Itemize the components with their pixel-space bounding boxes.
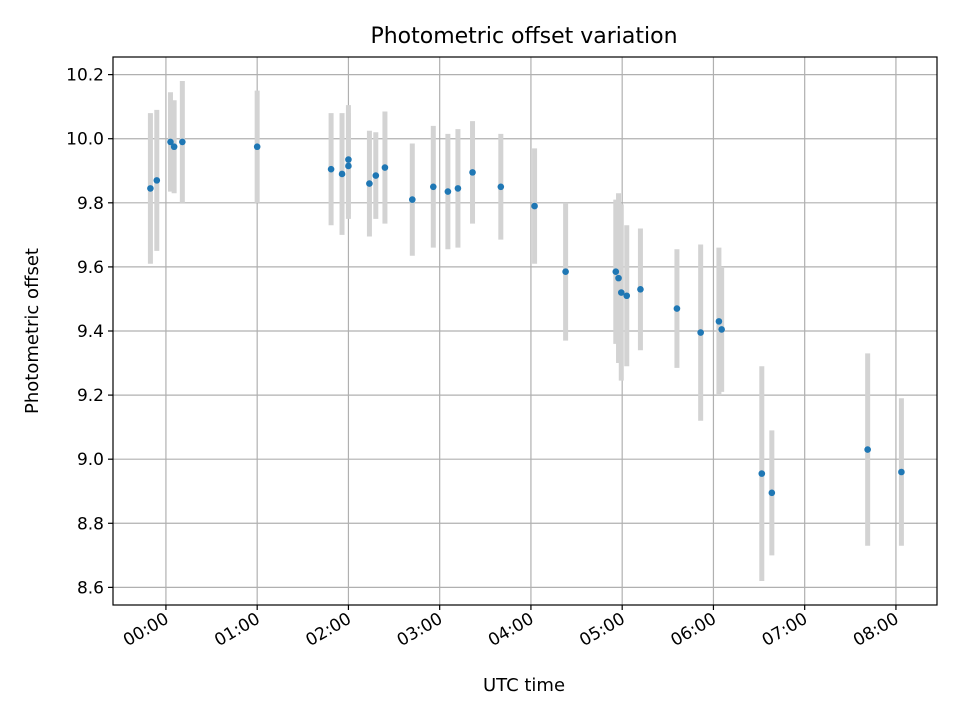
chart-title: Photometric offset variation <box>370 24 677 49</box>
data-point <box>697 329 704 336</box>
y-tick-label: 9.6 <box>77 258 104 278</box>
data-point <box>623 292 631 300</box>
data-point <box>615 274 622 282</box>
data-point <box>147 185 154 192</box>
y-axis-label: Photometric offset <box>22 248 43 414</box>
data-point <box>617 289 625 296</box>
data-point <box>531 202 538 210</box>
point-layer <box>147 138 905 497</box>
data-point <box>497 183 505 191</box>
data-point <box>429 183 437 191</box>
y-tick-label: 9.0 <box>77 450 104 470</box>
y-tick-label: 10.2 <box>66 66 104 86</box>
data-point <box>715 318 723 325</box>
y-tick-label: 9.4 <box>77 322 104 342</box>
y-tick-label: 9.2 <box>77 386 104 406</box>
data-point <box>366 180 373 187</box>
data-point <box>673 305 681 312</box>
data-point <box>372 172 380 179</box>
data-point <box>612 268 620 276</box>
data-point <box>768 489 776 497</box>
data-point <box>469 169 476 176</box>
x-axis-label: UTC time <box>483 675 565 696</box>
y-tick-label: 8.6 <box>77 578 104 598</box>
data-point <box>170 143 178 151</box>
data-point <box>167 138 174 146</box>
data-point <box>409 196 416 203</box>
data-point <box>898 468 905 476</box>
data-point <box>637 286 644 293</box>
y-tick-label: 8.8 <box>77 514 104 534</box>
grid-layer <box>113 57 937 605</box>
data-point <box>381 164 389 171</box>
data-point <box>864 446 871 453</box>
data-point <box>758 470 766 477</box>
y-tick-label: 9.8 <box>77 194 104 214</box>
data-point <box>345 156 352 163</box>
data-point <box>444 188 452 195</box>
data-point <box>562 268 569 276</box>
y-tick-label: 10.0 <box>66 130 104 150</box>
data-point <box>718 326 725 333</box>
data-point <box>153 177 161 184</box>
data-point <box>179 138 186 146</box>
data-point <box>338 170 346 178</box>
data-point <box>253 143 261 151</box>
data-point <box>454 185 462 192</box>
data-point <box>345 162 352 170</box>
data-point <box>327 165 335 173</box>
